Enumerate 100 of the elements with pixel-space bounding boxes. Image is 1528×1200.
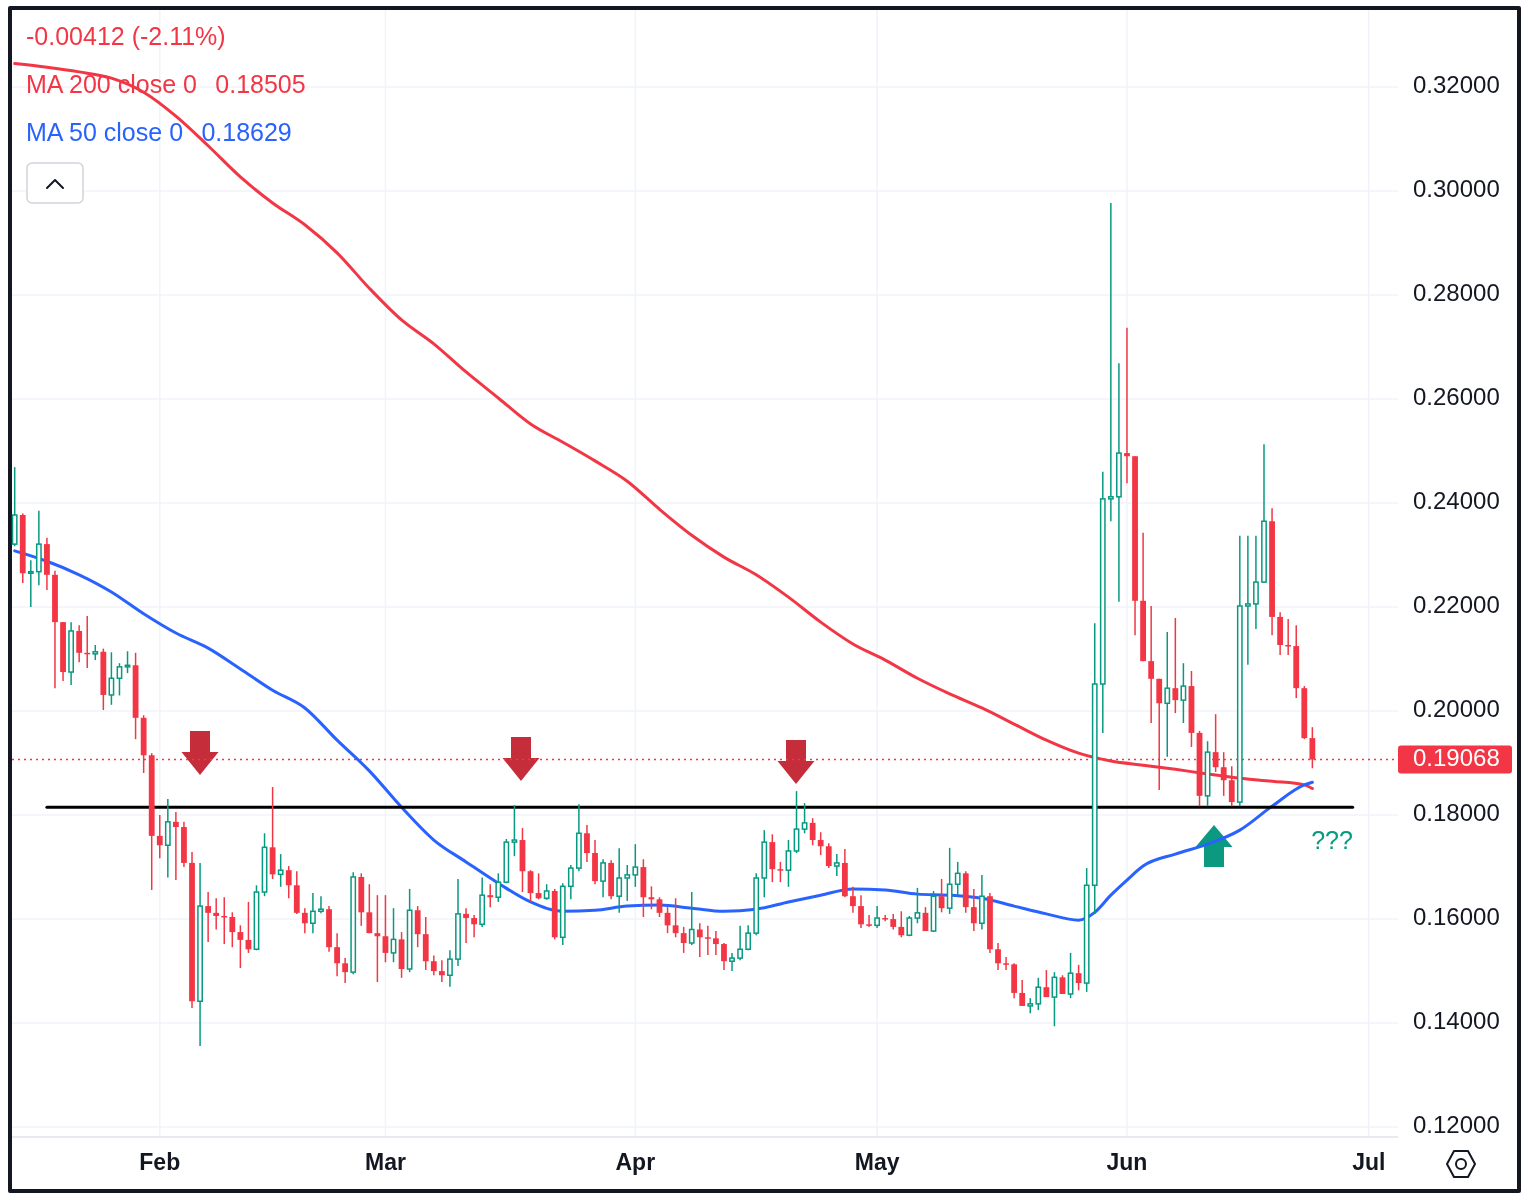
candlestick [285, 865, 292, 900]
candlestick [584, 824, 590, 863]
candlestick [817, 831, 824, 856]
y-tick-label: 0.14000 [1413, 1007, 1500, 1035]
candlestick [1172, 617, 1179, 714]
candlestick [213, 897, 220, 931]
candlestick [1107, 202, 1114, 522]
candlestick [850, 886, 856, 914]
candlestick [1253, 535, 1259, 630]
candlestick [833, 853, 840, 877]
annotation: ??? [1311, 825, 1353, 854]
annotation: 0.18505 [215, 69, 306, 98]
x-tick-label: Mar [365, 1149, 406, 1176]
candlestick [1148, 605, 1155, 724]
candlestick [898, 910, 905, 939]
candlestick [27, 559, 34, 608]
candlestick [318, 895, 324, 915]
ref-line-label: 0.19068 [1413, 743, 1500, 771]
candlestick [624, 864, 631, 902]
candlestick [745, 924, 752, 952]
x-tick-label: Jun [1106, 1149, 1148, 1176]
candlestick [866, 914, 872, 928]
candlestick [567, 864, 574, 901]
candlestick [164, 798, 171, 879]
candlestick [874, 905, 881, 929]
candlestick [825, 842, 832, 869]
candlestick [124, 650, 131, 674]
y-tick-label: 0.32000 [1413, 71, 1500, 99]
candlestick [1035, 977, 1042, 1011]
y-tick-label: 0.12000 [1413, 1111, 1500, 1139]
candlestick [704, 925, 711, 956]
candlestick [858, 894, 864, 929]
candlestick [688, 891, 695, 946]
candlestick [495, 872, 502, 903]
candlestick [737, 925, 743, 961]
candlestick [713, 930, 719, 956]
candlestick [1075, 964, 1082, 992]
candlestick [656, 896, 663, 918]
annotation: -0.00412 (-2.11%) [26, 21, 226, 50]
y-tick-label: 0.30000 [1413, 175, 1500, 203]
candlestick [447, 949, 453, 988]
x-tick-label: Feb [139, 1149, 181, 1176]
candlestick [76, 624, 83, 663]
x-tick-label: Jul [1352, 1149, 1386, 1176]
candlestick [334, 932, 340, 978]
candlestick [801, 802, 808, 835]
candlestick [430, 954, 437, 977]
candlestick [374, 894, 381, 983]
candlestick [414, 905, 421, 948]
candlestick [471, 914, 478, 939]
candlestick [1019, 979, 1026, 1007]
candlestick [914, 887, 921, 924]
candlestick [277, 853, 284, 888]
candlestick [511, 804, 518, 857]
candlestick [438, 959, 445, 983]
candlestick [793, 790, 800, 854]
candlestick [680, 926, 687, 954]
x-tick-label: Apr [615, 1149, 656, 1176]
annotation: 0.18629 [201, 117, 292, 146]
candlestick [229, 911, 236, 948]
candlestick [1043, 969, 1050, 998]
candlestick [954, 861, 961, 896]
candlestick [301, 907, 308, 934]
candlestick [777, 861, 784, 883]
y-tick-label: 0.20000 [1413, 695, 1500, 723]
y-tick-label: 0.28000 [1413, 279, 1500, 307]
candlestick [600, 858, 606, 898]
candlestick [672, 897, 679, 939]
y-tick-label: 0.24000 [1413, 487, 1500, 515]
candlestick [310, 892, 316, 934]
candlestick [1180, 662, 1187, 724]
y-tick-label: 0.16000 [1413, 903, 1500, 931]
candlestick [696, 922, 703, 958]
candlestick [487, 883, 494, 908]
text: MA 50 close 0 [26, 117, 184, 146]
candlestick [1124, 327, 1130, 485]
candlestick [463, 907, 469, 944]
candlestick [632, 843, 639, 888]
candlestick [729, 952, 735, 972]
y-tick-label: 0.22000 [1413, 591, 1500, 619]
candlestick [721, 942, 727, 971]
candlestick [1003, 956, 1009, 971]
candlestick [366, 883, 373, 934]
x-tick-label: May [854, 1149, 900, 1176]
candlestick [946, 847, 953, 915]
candlestick [616, 847, 623, 914]
candlestick [1244, 535, 1251, 666]
y-tick-label: 0.26000 [1413, 383, 1500, 411]
candlestick [1285, 618, 1292, 656]
candlestick [342, 957, 349, 984]
candlestick [809, 817, 816, 846]
candlestick [1164, 631, 1171, 758]
candlestick [995, 942, 1001, 971]
candlestick [237, 924, 244, 969]
candlestick [172, 811, 179, 881]
y-tick-label: 0.18000 [1413, 799, 1500, 827]
candlestick [156, 814, 163, 859]
candlestick [970, 888, 977, 932]
candlestick [205, 891, 212, 943]
candlestick [1067, 952, 1074, 999]
